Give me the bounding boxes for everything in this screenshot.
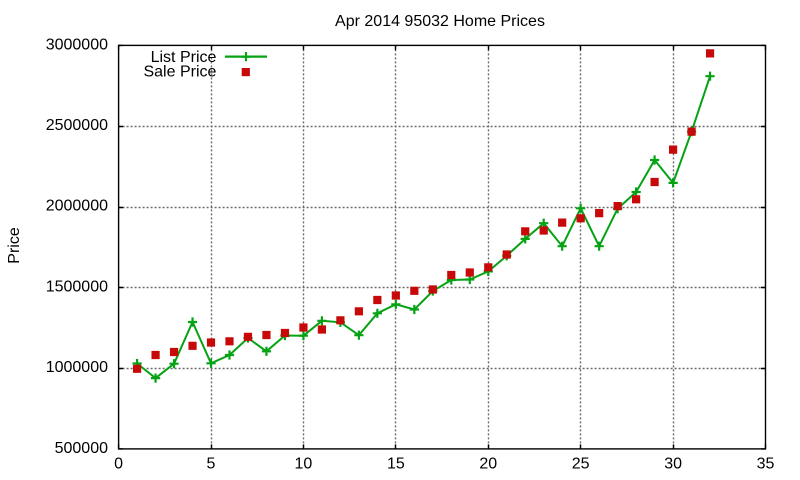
svg-text:30: 30 xyxy=(664,455,682,472)
svg-text:Price: Price xyxy=(6,227,23,264)
svg-text:Apr 2014 95032 Home Prices: Apr 2014 95032 Home Prices xyxy=(335,13,545,30)
svg-text:0: 0 xyxy=(114,455,123,472)
svg-text:500000: 500000 xyxy=(55,440,108,457)
svg-text:35: 35 xyxy=(757,455,775,472)
svg-text:2000000: 2000000 xyxy=(46,198,108,215)
svg-text:25: 25 xyxy=(572,455,590,472)
svg-text:10: 10 xyxy=(295,455,313,472)
svg-text:5: 5 xyxy=(207,455,216,472)
svg-text:Sale Price: Sale Price xyxy=(143,64,216,81)
svg-text:2500000: 2500000 xyxy=(46,117,108,134)
svg-text:3000000: 3000000 xyxy=(46,36,108,53)
svg-text:15: 15 xyxy=(387,455,405,472)
svg-text:1500000: 1500000 xyxy=(46,278,108,295)
svg-text:List Price: List Price xyxy=(151,49,217,66)
svg-text:1000000: 1000000 xyxy=(46,359,108,376)
svg-text:20: 20 xyxy=(479,455,497,472)
